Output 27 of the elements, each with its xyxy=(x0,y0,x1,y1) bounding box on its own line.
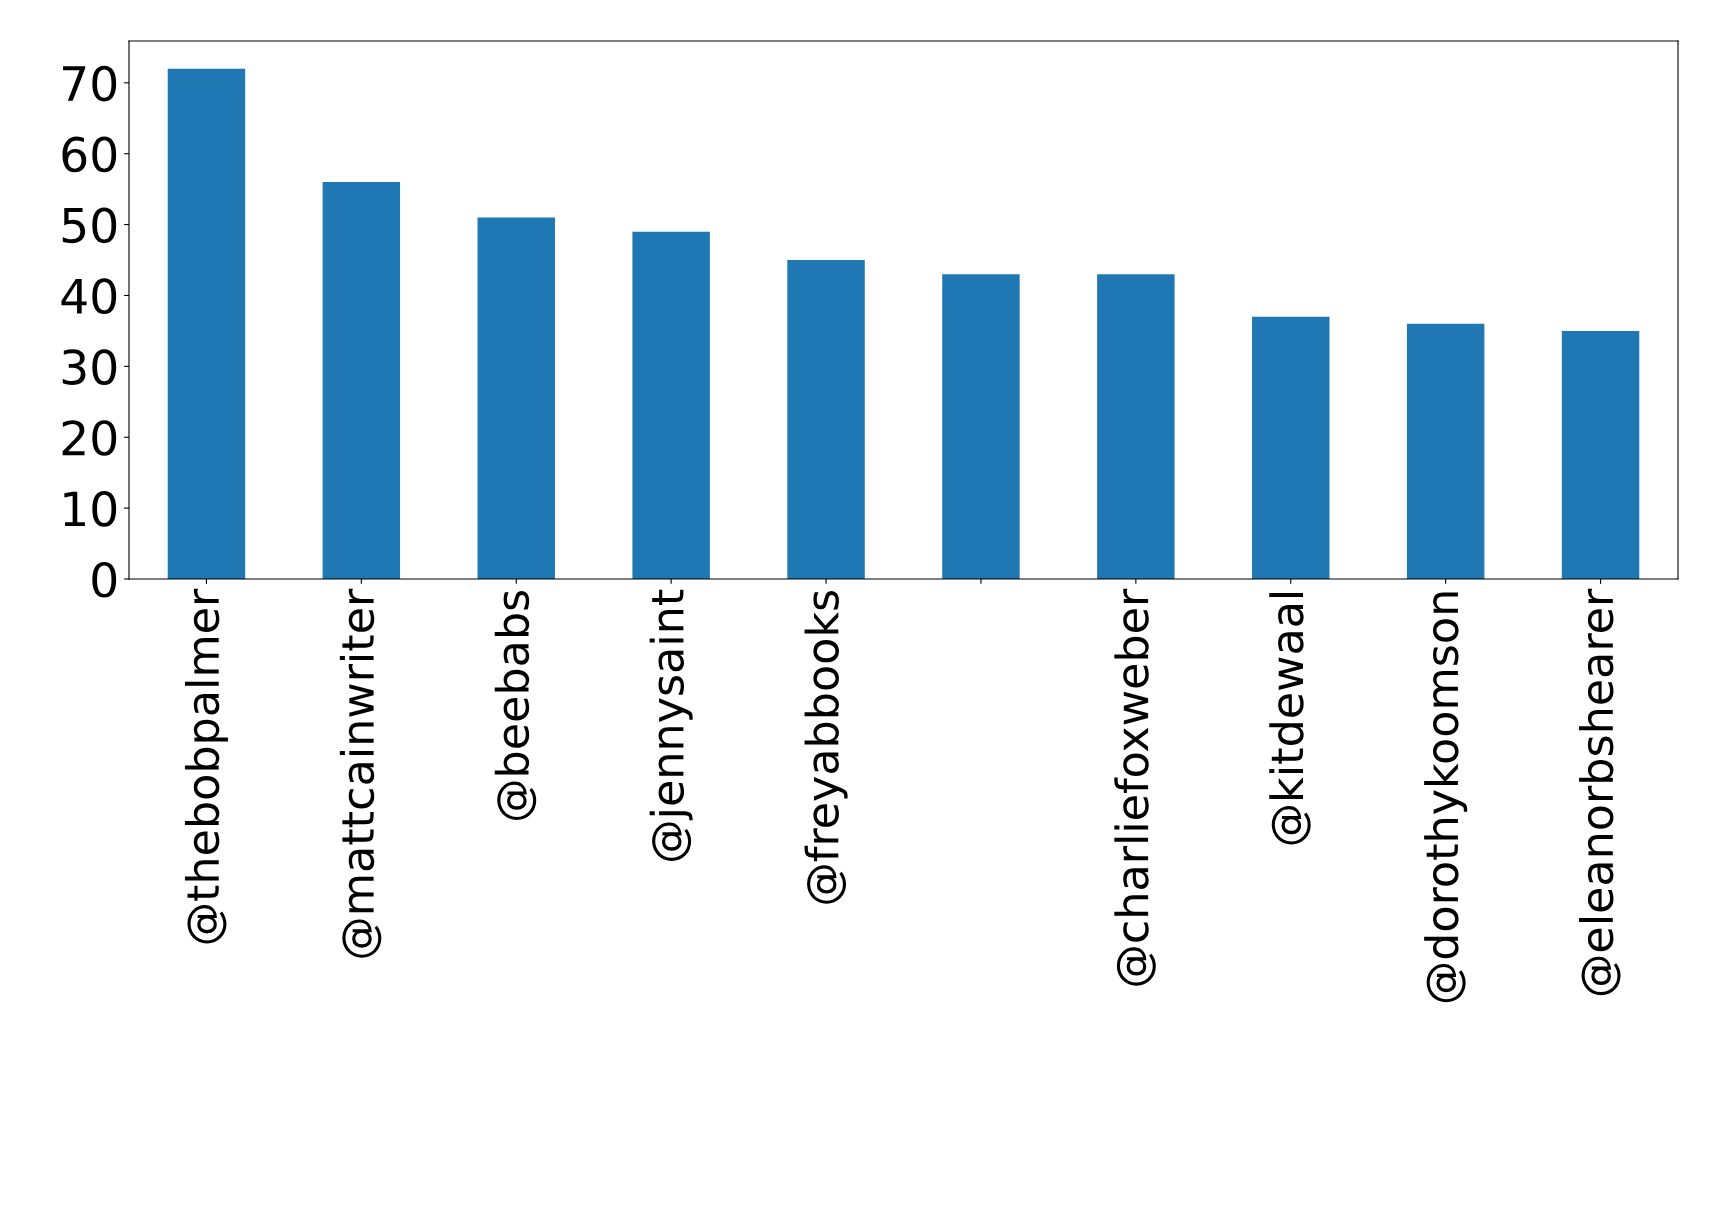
bar xyxy=(787,260,865,579)
bar xyxy=(942,274,1020,579)
x-tick-label: @thebobpalmer xyxy=(184,588,228,944)
x-tick-label: @kitdewaal xyxy=(1269,592,1311,845)
bar xyxy=(1406,323,1485,579)
bar xyxy=(1561,330,1640,579)
y-tick-label: 30 xyxy=(62,349,117,385)
y-tick-label: 40 xyxy=(61,278,117,315)
y-tick-label: 20 xyxy=(62,420,117,456)
x-tick-label: @eleanorbshearer xyxy=(1579,588,1621,996)
x-tick-label: @dorothykoomson xyxy=(1424,592,1468,1003)
bar xyxy=(632,231,710,579)
x-tick-label: @mattcainwriter xyxy=(339,588,382,958)
y-tick-label: 50 xyxy=(62,207,117,244)
x-tick-label: @beebabs xyxy=(494,590,537,820)
x-tick-label: @charliefoxweber xyxy=(1114,588,1156,986)
x-tick-label: @freyabbooks xyxy=(804,590,848,904)
y-tick-label: 0 xyxy=(92,561,117,598)
x-tick-label: @jennysaint xyxy=(649,589,693,861)
bar xyxy=(477,217,555,579)
bar xyxy=(1097,274,1175,579)
y-tick-label: 60 xyxy=(62,136,117,173)
y-tick-label: 70 xyxy=(63,65,117,102)
bar xyxy=(322,182,401,579)
bar xyxy=(1252,316,1330,579)
y-tick-label: 10 xyxy=(64,491,117,527)
bar xyxy=(167,68,246,579)
